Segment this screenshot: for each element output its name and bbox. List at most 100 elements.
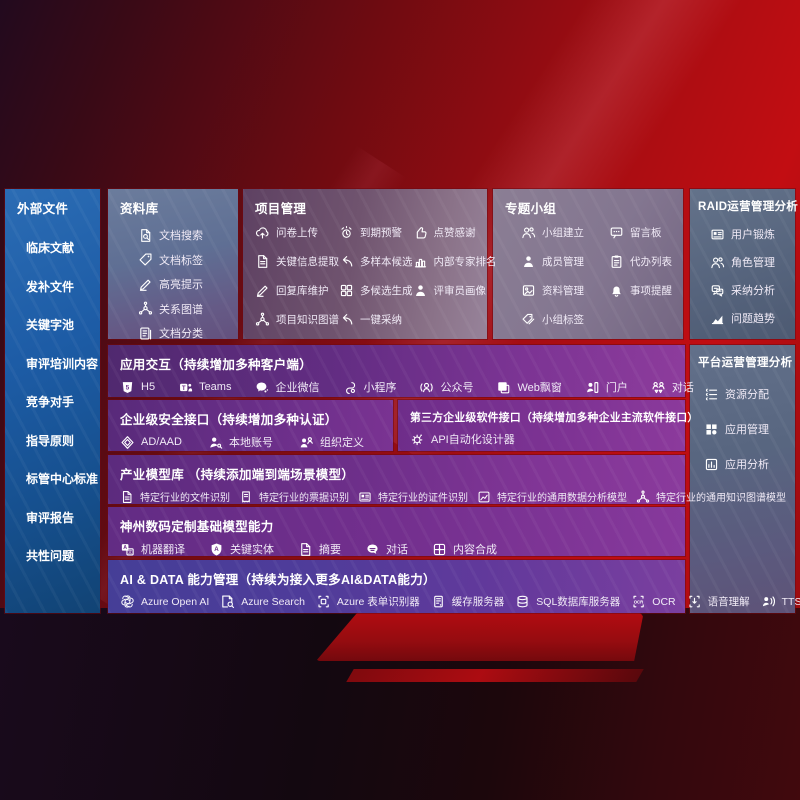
feature-item[interactable]: TTS [761, 594, 800, 609]
feature-item[interactable]: AD/AAD [120, 435, 182, 450]
feature-item[interactable]: 角色管理 [710, 254, 795, 270]
feature-item[interactable]: Azure Open AI [120, 594, 209, 609]
feature-item[interactable]: Azure 表单识别器 [316, 594, 420, 609]
feature-item[interactable]: 企业微信 [254, 379, 319, 395]
sidebar-item[interactable]: 发补文件 [26, 278, 100, 295]
feature-item[interactable]: 5 H5 [120, 380, 155, 395]
feature-item[interactable]: 一键采纳 [339, 312, 413, 327]
feature-item[interactable]: 采纳分析 [710, 282, 795, 298]
feature-item[interactable]: 组织定义 [299, 434, 364, 450]
feature-item[interactable]: 语音理解 [687, 594, 750, 609]
feature-item[interactable]: 特定行业的证件识别 [358, 489, 468, 504]
feature-item-label: 代办列表 [630, 256, 672, 268]
sidebar-item[interactable]: 竞争对手 [26, 393, 100, 410]
row-title: 产业模型库 （持续添加端到端场景模型） [120, 468, 355, 482]
feature-item-label: 指导原则 [26, 433, 75, 448]
feature-item[interactable]: 应用管理 [704, 421, 795, 437]
feature-item[interactable]: 对话 [365, 541, 408, 557]
sidebar-item[interactable]: 审评报告 [26, 509, 100, 526]
feature-item[interactable]: Web飘窗 [496, 379, 562, 395]
feature-item[interactable]: 文档搜索 [138, 227, 238, 243]
panel-title: RAID运营管理分析 [698, 201, 799, 213]
feature-item[interactable]: 多候选生成 [339, 283, 413, 298]
feature-item[interactable]: 对话 [651, 379, 694, 395]
feature-item[interactable]: 内部专家排名 [413, 254, 497, 269]
file-recognition-icon [120, 490, 134, 504]
feature-item[interactable]: 资源分配 [704, 386, 795, 402]
doc-search-icon [138, 228, 153, 243]
feature-item[interactable]: 成员管理 [521, 254, 609, 269]
feature-item[interactable]: 项目知识图谱 [255, 312, 339, 327]
feature-item[interactable]: 特定行业的文件识别 [120, 489, 230, 504]
feature-item[interactable]: 特定行业的通用知识图谱模型 [636, 489, 786, 504]
feature-item-label: 标管中心标准 [26, 472, 99, 486]
feature-item[interactable]: 本地账号 [208, 434, 273, 450]
multi-generate-icon [339, 283, 354, 298]
feature-item[interactable]: API自动化设计器 [410, 431, 515, 447]
feature-item[interactable]: 用户锻炼 [710, 226, 795, 242]
feature-item[interactable]: Azure Search [220, 594, 305, 609]
sidebar-item[interactable]: 临床文献 [26, 239, 100, 256]
feature-item[interactable]: 文档分类 [138, 325, 238, 341]
azure-ad-icon [120, 435, 135, 450]
platform-analysis-panel: 平台运营管理分析 资源分配 应用管理 应用分析 [690, 345, 795, 613]
adopt-icon [339, 312, 354, 327]
feature-item[interactable]: 留言板 [609, 225, 672, 240]
platform-list: 资源分配应用管理应用分析 [690, 370, 795, 472]
feature-item[interactable]: 资料管理 [521, 283, 609, 298]
feature-item[interactable]: SQL数据库服务器 [515, 594, 620, 609]
compose-icon [432, 542, 447, 557]
foundation-model-row: 神州数码定制基础模型能力 A 文机器翻译 A 关键实体 摘要 对话 内容合成 [108, 507, 685, 556]
sidebar-item[interactable]: 标管中心标准 [26, 470, 100, 487]
feature-item[interactable]: A 关键实体 [209, 541, 274, 557]
feature-item-label: 多样本候选 [360, 256, 413, 268]
feature-item[interactable]: 评审员画像 [413, 283, 497, 298]
trend-icon [710, 311, 725, 326]
svg-text:5: 5 [126, 384, 130, 391]
feature-item-label: 问卷上传 [276, 227, 318, 239]
feature-item[interactable]: 缓存服务器 [431, 594, 504, 609]
speech-icon [687, 594, 702, 609]
feature-item[interactable]: 小程序 [342, 379, 396, 395]
ranking-icon [413, 254, 428, 269]
feature-item[interactable]: 点赞感谢 [413, 225, 497, 240]
feature-item-label: 内容合成 [453, 544, 497, 556]
feature-item-label: 留言板 [630, 227, 662, 239]
sidebar-item[interactable]: 审评培训内容 [26, 355, 100, 372]
feature-item[interactable]: A 文机器翻译 [120, 541, 185, 557]
feature-item[interactable]: 到期预警 [339, 225, 413, 240]
feature-item[interactable]: 特定行业的票据识别 [239, 489, 349, 504]
feature-item[interactable]: 公众号 [419, 379, 473, 395]
sidebar-item[interactable]: 指导原则 [26, 432, 100, 449]
feature-item[interactable]: T Teams [178, 380, 231, 395]
feature-item[interactable]: 门户 [585, 379, 628, 395]
feature-item[interactable]: 高亮提示 [138, 276, 238, 292]
openai-icon [120, 594, 135, 609]
feature-item-label: SQL数据库服务器 [536, 596, 621, 608]
feature-item[interactable]: 关键信息提取 [255, 254, 339, 269]
sidebar-item[interactable]: 共性问题 [26, 547, 100, 564]
feature-item[interactable]: 问题趋势 [710, 310, 795, 326]
feature-item[interactable]: 代办列表 [609, 254, 672, 269]
sidebar-item[interactable]: 关键字池 [26, 316, 100, 333]
project-management-panel: 项目管理 问卷上传 关键信息提取 回复库维护 项目知识图谱 到期预警 多样本候选 多候选生成… [243, 189, 497, 339]
feature-item[interactable]: 关系图谱 [138, 301, 238, 317]
feature-item[interactable]: 多样本候选 [339, 254, 413, 269]
feature-item[interactable]: 应用分析 [704, 456, 795, 472]
feature-item[interactable]: OCR OCR [631, 594, 676, 609]
feature-item[interactable]: 文档标签 [138, 252, 238, 268]
feature-item[interactable]: 问卷上传 [255, 225, 339, 240]
form-recognizer-icon [316, 594, 331, 609]
feature-item-label: 机器翻译 [141, 544, 185, 556]
feature-item[interactable]: 摘要 [298, 541, 341, 557]
feature-item[interactable]: 特定行业的通用数据分析模型 [477, 489, 627, 504]
user-card-icon [710, 227, 725, 242]
feature-item[interactable]: 内容合成 [432, 541, 497, 557]
feature-item-label: 文档标签 [159, 254, 203, 267]
relation-graph-icon [138, 301, 153, 316]
group-tags-icon [521, 312, 536, 327]
feature-item[interactable]: 回复库维护 [255, 283, 339, 298]
feature-item[interactable]: 小组标签 [521, 312, 609, 327]
feature-item[interactable]: 小组建立 [521, 225, 609, 240]
feature-item[interactable]: 事项提醒 [609, 283, 672, 298]
